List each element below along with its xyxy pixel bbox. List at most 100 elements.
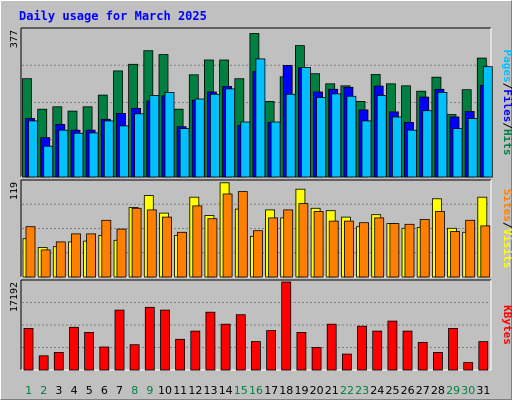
- day-label-19: 19: [295, 384, 309, 397]
- bar-pages-7: [119, 125, 129, 178]
- bar-sites-16: [252, 230, 263, 278]
- bar-kbytes-10: [160, 309, 170, 371]
- legend-pages: Pages: [501, 50, 512, 83]
- series-pages: [28, 58, 493, 178]
- bar-sites-3: [55, 241, 66, 278]
- day-label-10: 10: [158, 384, 172, 397]
- bar-kbytes-21: [326, 323, 337, 371]
- day-label-5: 5: [86, 384, 93, 397]
- bar-pages-18: [285, 93, 296, 178]
- bar-kbytes-19: [296, 331, 307, 371]
- bar-pages-20: [316, 97, 327, 178]
- day-label-26: 26: [401, 384, 415, 397]
- bar-kbytes-25: [387, 320, 398, 371]
- chart-title: Daily usage for March 2025: [19, 9, 207, 23]
- bar-sites-28: [434, 211, 445, 278]
- bar-pages-9: [149, 95, 160, 178]
- bar-kbytes-15: [235, 314, 246, 371]
- bar-sites-1: [25, 226, 36, 278]
- bar-sites-21: [328, 220, 339, 278]
- bar-kbytes-31: [478, 341, 489, 371]
- bar-kbytes-18: [281, 281, 292, 371]
- day-label-23: 23: [355, 384, 369, 397]
- legend-sites: Sites: [501, 189, 512, 222]
- bar-kbytes-2: [38, 355, 49, 371]
- bar-pages-19: [300, 67, 311, 178]
- bar-pages-5: [88, 132, 99, 178]
- bar-kbytes-11: [175, 338, 186, 371]
- day-label-9: 9: [146, 384, 153, 397]
- bar-sites-27: [419, 219, 430, 278]
- bar-pages-21: [331, 93, 342, 178]
- bar-pages-10: [164, 92, 175, 178]
- legend-kbytes: KBytes: [501, 305, 512, 345]
- bar-kbytes-14: [220, 323, 231, 371]
- ymax-label: 377: [9, 30, 20, 48]
- bar-kbytes-17: [266, 330, 277, 371]
- day-label-24: 24: [370, 384, 384, 397]
- panel-legend: Pages/Files/Hits: [501, 50, 512, 156]
- day-label-25: 25: [386, 384, 400, 397]
- bar-kbytes-3: [53, 351, 64, 371]
- ymax-label: 119: [9, 182, 20, 200]
- bar-pages-13: [209, 93, 220, 178]
- bar-sites-19: [298, 203, 309, 278]
- panel-legend: KBytes: [501, 305, 512, 345]
- bar-kbytes-7: [114, 309, 125, 371]
- day-label-20: 20: [310, 384, 324, 397]
- day-label-29: 29: [446, 384, 460, 397]
- bar-pages-15: [240, 121, 251, 178]
- series-sites: [25, 191, 491, 278]
- bar-kbytes-6: [99, 346, 110, 371]
- bar-sites-26: [404, 223, 415, 278]
- bar-sites-22: [343, 220, 354, 278]
- day-label-12: 12: [188, 384, 202, 397]
- day-label-21: 21: [325, 384, 339, 397]
- bar-pages-27: [422, 110, 433, 178]
- bar-pages-22: [346, 95, 357, 178]
- bar-kbytes-23: [357, 325, 367, 371]
- day-label-4: 4: [71, 384, 78, 397]
- day-label-6: 6: [101, 384, 108, 397]
- bar-kbytes-13: [205, 311, 216, 371]
- bar-pages-11: [179, 128, 190, 178]
- bar-sites-6: [101, 219, 112, 278]
- bar-sites-12: [192, 205, 203, 278]
- bar-sites-31: [480, 225, 491, 278]
- bar-pages-8: [134, 113, 145, 178]
- bar-sites-5: [86, 233, 96, 278]
- bar-sites-17: [268, 217, 279, 278]
- bar-kbytes-12: [190, 330, 201, 371]
- bar-sites-25: [389, 223, 400, 278]
- bar-sites-2: [40, 249, 51, 278]
- bar-sites-24: [374, 217, 385, 278]
- bar-pages-6: [103, 120, 114, 178]
- bar-kbytes-22: [341, 353, 352, 371]
- bar-pages-3: [58, 129, 69, 178]
- chart-panels: 377Pages/Files/Hits119Sites/Visits17192K…: [9, 27, 512, 371]
- bar-pages-2: [43, 145, 54, 178]
- bar-kbytes-28: [432, 351, 443, 371]
- day-label-16: 16: [249, 384, 263, 397]
- day-label-18: 18: [279, 384, 293, 397]
- bar-kbytes-20: [311, 347, 322, 371]
- bar-sites-13: [207, 218, 218, 278]
- legend-separator: /: [501, 83, 512, 90]
- bar-kbytes-24: [372, 330, 383, 371]
- bar-kbytes-9: [144, 306, 155, 371]
- bar-kbytes-16: [250, 341, 261, 371]
- bar-sites-30: [465, 219, 476, 278]
- day-label-28: 28: [431, 384, 445, 397]
- legend-hits: Hits: [501, 129, 512, 156]
- day-label-8: 8: [131, 384, 138, 397]
- bar-kbytes-5: [84, 331, 94, 371]
- day-label-13: 13: [204, 384, 218, 397]
- bar-kbytes-1: [23, 327, 34, 371]
- bar-pages-1: [28, 120, 38, 178]
- day-label-22: 22: [340, 384, 354, 397]
- day-label-15: 15: [234, 384, 248, 397]
- bar-sites-14: [222, 193, 233, 278]
- day-label-30: 30: [461, 384, 475, 397]
- day-label-11: 11: [173, 384, 187, 397]
